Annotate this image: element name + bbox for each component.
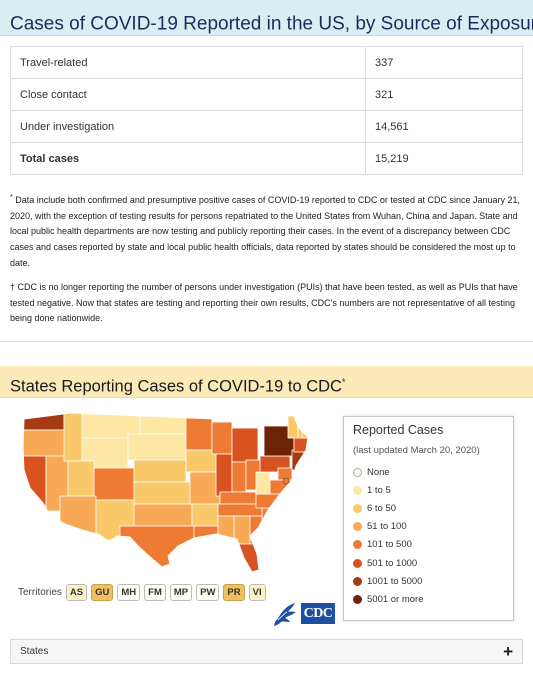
state-tn[interactable] [217, 503, 263, 517]
territory-as[interactable]: AS [65, 583, 88, 601]
state-ut[interactable] [67, 460, 95, 497]
legend-item: 6 to 50 [353, 499, 504, 517]
legend-item: None [353, 463, 504, 481]
legend-label: 1001 to 5000 [367, 575, 423, 587]
legend-label: 501 to 1000 [367, 557, 418, 569]
state-ne[interactable] [133, 459, 187, 483]
state-ia[interactable] [185, 449, 217, 473]
legend-swatch [353, 467, 362, 477]
legend-swatch [353, 558, 362, 568]
state-mn[interactable] [185, 406, 213, 451]
territories-label: Territories [18, 586, 62, 598]
state-dc[interactable] [282, 477, 290, 485]
row-label: Close contact [10, 78, 366, 111]
legend-label: None [367, 466, 390, 478]
table-row: Travel-related 337 [10, 46, 523, 79]
state-nd[interactable] [139, 406, 187, 435]
state-co[interactable] [93, 467, 135, 501]
state-az[interactable] [59, 495, 97, 537]
legend-label: 5001 or more [367, 593, 424, 605]
territories-row: Territories AS GU MH FM MP PW PR VI [18, 583, 270, 601]
legend-swatch [353, 576, 362, 586]
legend-label: 1 to 5 [367, 484, 391, 496]
state-nj[interactable] [291, 449, 305, 471]
legend-label: 101 to 500 [367, 539, 412, 551]
row-value: 14,561 [365, 110, 523, 143]
legend-item: 101 to 500 [353, 536, 504, 554]
cdc-logo[interactable]: CDC [301, 603, 335, 624]
state-in[interactable] [231, 461, 247, 493]
total-value: 15,219 [365, 142, 523, 175]
legend-title: Reported Cases [353, 423, 444, 437]
state-wi[interactable] [211, 421, 233, 455]
legend-swatch [353, 503, 362, 513]
us-states-map[interactable] [16, 406, 326, 576]
state-ky[interactable] [219, 491, 257, 505]
table-row: Under investigation 14,561 [10, 110, 523, 143]
exposure-table: Travel-related 337 Close contact 321 Und… [10, 46, 523, 175]
states-accordion[interactable]: States + [10, 639, 523, 664]
legend-label: 6 to 50 [367, 502, 397, 514]
state-mi[interactable] [231, 427, 259, 463]
state-ks[interactable] [133, 481, 191, 505]
expand-plus-icon[interactable]: + [503, 642, 513, 661]
state-vt[interactable] [287, 415, 299, 439]
territory-mp[interactable]: MP [169, 583, 193, 601]
row-value: 337 [365, 46, 523, 79]
legend-item: 501 to 1000 [353, 554, 504, 572]
state-ar[interactable] [191, 503, 219, 527]
legend-swatch [353, 540, 362, 550]
footnote-data-sources: * Data include both confirmed and presum… [10, 194, 520, 268]
states-accordion-label: States [20, 646, 49, 657]
map-legend: Reported Cases (last updated March 20, 2… [343, 416, 514, 621]
legend-item: 5001 or more [353, 590, 504, 608]
states-header: States Reporting Cases of COVID-19 to CD… [0, 366, 533, 398]
state-ca[interactable] [16, 455, 47, 557]
state-mo[interactable] [189, 471, 221, 505]
state-id[interactable] [63, 406, 83, 462]
territory-mh[interactable]: MH [117, 583, 141, 601]
state-il[interactable] [215, 453, 233, 497]
territory-fm[interactable]: FM [144, 583, 166, 601]
legend-label: 51 to 100 [367, 521, 407, 533]
territory-pw[interactable]: PW [196, 583, 220, 601]
states-title: States Reporting Cases of COVID-19 to CD… [10, 377, 346, 396]
row-label: Travel-related [10, 46, 366, 79]
legend-item: 51 to 100 [353, 518, 504, 536]
legend-swatch [353, 485, 362, 495]
legend-item: 1001 to 5000 [353, 572, 504, 590]
state-mt[interactable] [81, 406, 141, 439]
state-shapes [16, 406, 326, 576]
row-value: 321 [365, 78, 523, 111]
us-outline [22, 411, 309, 573]
legend-updated: (last updated March 20, 2020) [353, 445, 480, 456]
state-wv[interactable] [255, 471, 271, 495]
state-sd[interactable] [127, 433, 187, 461]
footnote-pui: † CDC is no longer reporting the number … [10, 282, 518, 324]
hhs-eagle-icon [274, 603, 296, 626]
state-al[interactable] [233, 515, 251, 547]
legend-item: 1 to 5 [353, 481, 504, 499]
exposure-header: Cases of COVID-19 Reported in the US, by… [0, 0, 533, 36]
table-row: Close contact 321 [10, 78, 523, 111]
legend-swatch [353, 594, 362, 604]
state-la[interactable] [193, 525, 219, 557]
row-label: Under investigation [10, 110, 366, 143]
state-ga[interactable] [249, 515, 271, 545]
total-row: Total cases 15,219 [10, 142, 523, 175]
state-me[interactable] [301, 406, 326, 439]
territory-gu[interactable]: GU [91, 583, 114, 601]
state-ok[interactable] [133, 503, 193, 527]
exposure-title: Cases of COVID-19 Reported in the US, by… [10, 13, 533, 35]
state-ms[interactable] [217, 515, 235, 547]
total-label: Total cases [10, 142, 366, 175]
state-tx[interactable] [119, 525, 195, 576]
section-divider [0, 341, 533, 342]
legend-swatch [353, 522, 362, 532]
territory-pr[interactable]: PR [223, 583, 245, 601]
state-wa[interactable] [16, 406, 65, 431]
territory-vi[interactable]: VI [248, 583, 266, 601]
